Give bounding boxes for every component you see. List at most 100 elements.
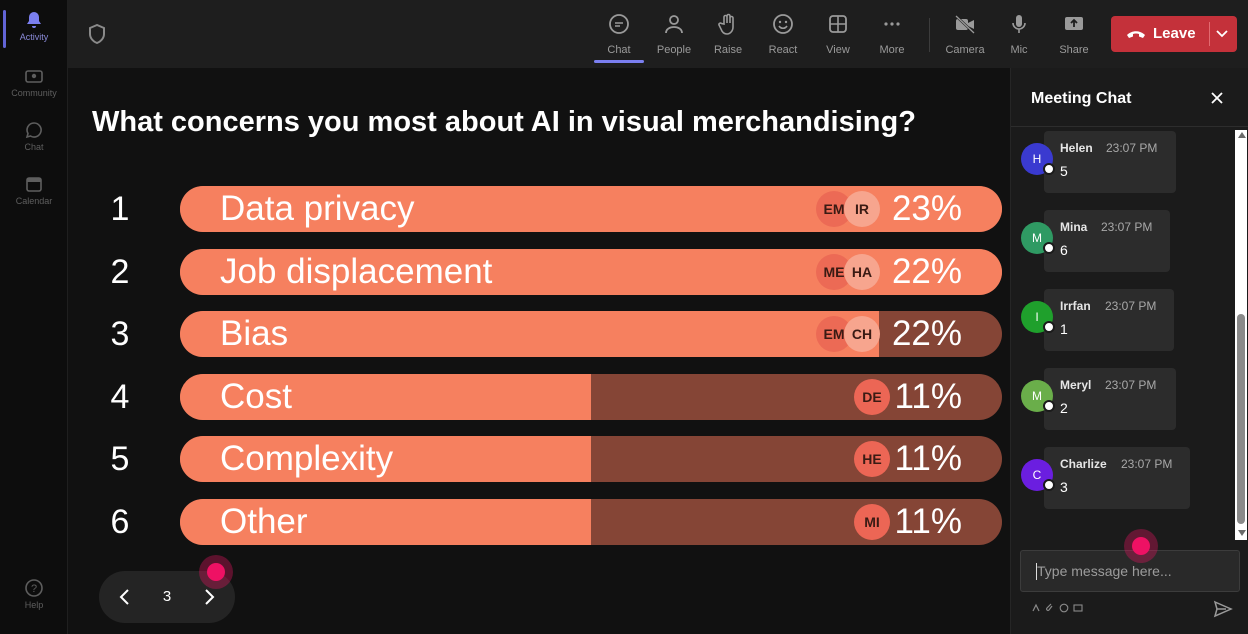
- chat-divider: [1011, 126, 1248, 127]
- send-icon[interactable]: [1213, 600, 1233, 618]
- poll-option-row: 3 Bias EM CH 22%: [68, 311, 1010, 359]
- share-icon: [1065, 17, 1083, 30]
- rail-item-label: Community: [11, 88, 57, 98]
- rail-item-activity[interactable]: Activity: [0, 4, 68, 54]
- message-text: 1: [1060, 321, 1068, 337]
- option-label: Data privacy: [220, 189, 415, 228]
- sender-name: Helen: [1060, 141, 1093, 155]
- option-label: Other: [220, 501, 308, 541]
- click-indicator: [1124, 529, 1158, 563]
- scroll-thumb[interactable]: [1237, 314, 1245, 524]
- more-button[interactable]: More: [866, 10, 918, 60]
- scroll-up-arrow-icon[interactable]: [1238, 132, 1246, 138]
- option-rank: 6: [110, 502, 130, 541]
- option-label: Complexity: [220, 439, 394, 478]
- presence-indicator: [1043, 163, 1055, 175]
- option-bar: Complexity HE 11%: [180, 436, 1002, 482]
- mic-button[interactable]: Mic: [993, 10, 1045, 60]
- option-percent: 11%: [894, 501, 962, 541]
- option-bar: Data privacy EM IR 23%: [180, 186, 1002, 232]
- people-icon: [665, 15, 683, 34]
- option-bar-fill: [180, 373, 591, 420]
- active-indicator: [3, 10, 6, 48]
- grid-icon: [829, 15, 847, 33]
- presence-indicator: [1043, 400, 1055, 412]
- rail-item-calendar[interactable]: Calendar: [0, 168, 68, 218]
- message-input[interactable]: [1021, 551, 1239, 591]
- message-bubble: Charlize 23:07 PM 3: [1044, 447, 1190, 509]
- poll-option-row: 4 Cost DE 11%: [68, 373, 1010, 422]
- sender-name: Irrfan: [1060, 299, 1091, 313]
- share-label: Share: [1059, 44, 1089, 56]
- option-label: Job displacement: [220, 251, 493, 291]
- voter-avatar: CH: [844, 316, 880, 352]
- rail-item-label: Help: [24, 600, 44, 610]
- voter-avatar: HE: [854, 441, 890, 477]
- react-button[interactable]: React: [757, 10, 809, 60]
- leave-button[interactable]: Leave: [1111, 16, 1237, 52]
- voter-avatar: DE: [854, 378, 890, 415]
- camera-label: Camera: [945, 44, 985, 56]
- option-label: Cost: [220, 376, 292, 416]
- chevron-right-icon[interactable]: [199, 586, 219, 608]
- people-button[interactable]: People: [648, 10, 700, 60]
- chat-button[interactable]: Chat: [593, 10, 645, 63]
- react-label: React: [768, 44, 798, 56]
- gif-icon[interactable]: [1073, 603, 1083, 613]
- svg-text:?: ?: [31, 583, 37, 595]
- click-indicator: [199, 555, 233, 589]
- page-number: 3: [162, 588, 172, 605]
- camera-off-icon: [955, 15, 975, 34]
- rail-item-label: Calendar: [15, 196, 53, 206]
- voter-avatar: HA: [844, 253, 880, 290]
- chat-messages: Helen 23:07 PM 5 H Mina 23:07 PM 6 M Irrfan 23:07…: [1011, 127, 1233, 542]
- view-button[interactable]: View: [812, 10, 864, 60]
- sender-name: Charlize: [1060, 457, 1107, 471]
- emoji-icon[interactable]: [1059, 603, 1069, 613]
- message-timestamp: 23:07 PM: [1105, 299, 1157, 313]
- option-bar-fill: [180, 498, 591, 545]
- voter-avatar: MI: [854, 503, 890, 540]
- rail-item-help[interactable]: ? Help: [0, 572, 68, 622]
- option-bar-fill: [180, 311, 879, 357]
- rail-item-chat[interactable]: Chat: [0, 114, 68, 164]
- left-rail: Activity Community Chat Calendar ? Help: [0, 0, 68, 634]
- poll-stage: What concerns you most about AI in visua…: [68, 68, 1010, 634]
- chevron-down-icon[interactable]: [1215, 28, 1229, 40]
- sender-name: Mina: [1060, 220, 1088, 234]
- message-text: 2: [1060, 400, 1068, 416]
- message-timestamp: 23:07 PM: [1101, 220, 1153, 234]
- close-icon[interactable]: [1209, 90, 1225, 106]
- message-timestamp: 23:07 PM: [1121, 457, 1173, 471]
- rail-item-label: Activity: [19, 32, 49, 42]
- chat-compose-box[interactable]: [1020, 550, 1240, 592]
- community-icon: [25, 70, 43, 83]
- option-bar: Other MI 11%: [180, 498, 1002, 545]
- option-bar-fill: [180, 436, 591, 482]
- option-percent: 11%: [894, 376, 962, 416]
- rail-item-community[interactable]: Community: [0, 60, 68, 110]
- format-icon[interactable]: [1031, 603, 1041, 613]
- chevron-left-icon[interactable]: [115, 586, 135, 608]
- chat-icon: [25, 122, 42, 139]
- attach-icon[interactable]: [1045, 603, 1055, 613]
- message-bubble: Meryl 23:07 PM 2: [1044, 368, 1176, 430]
- more-label: More: [879, 44, 905, 56]
- message-bubble: Irrfan 23:07 PM 1: [1044, 289, 1174, 351]
- raise-label: Raise: [713, 44, 743, 56]
- option-bar: Bias EM CH 22%: [180, 311, 1002, 357]
- mic-label: Mic: [1010, 44, 1028, 56]
- presence-indicator: [1043, 321, 1055, 333]
- more-icon: [884, 22, 900, 26]
- camera-button[interactable]: Camera: [939, 10, 991, 60]
- hand-icon: [718, 13, 734, 35]
- share-button[interactable]: Share: [1048, 10, 1100, 60]
- scroll-down-arrow-icon[interactable]: [1238, 530, 1246, 536]
- chat-icon: [609, 14, 629, 34]
- message-text: 3: [1060, 479, 1068, 495]
- poll-question: What concerns you most about AI in visua…: [92, 106, 916, 138]
- option-rank: 1: [110, 190, 130, 228]
- raise-hand-button[interactable]: Raise: [702, 10, 754, 60]
- shield-icon[interactable]: [88, 24, 106, 44]
